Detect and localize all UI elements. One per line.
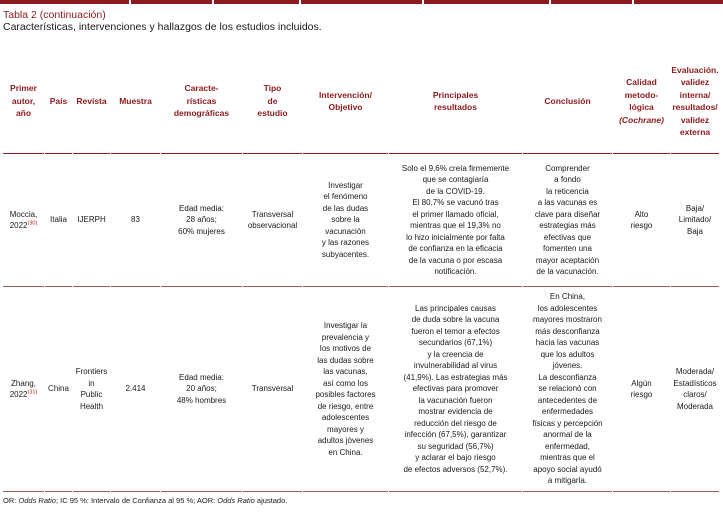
citation-reference: (30) (27, 220, 38, 227)
author-name: Zhang, 2022 (9, 378, 36, 400)
col-header-quality-wrap: Calidad metodo- lógica (Cochrane) (619, 76, 664, 126)
footnote-text: OR: (3, 496, 19, 505)
cell-demographics: Edad media: 28 años; 60% mujeres (161, 154, 242, 287)
cell-author: Zhang, 2022(31) (3, 287, 44, 492)
col-header-journal: Revista (73, 49, 110, 154)
table-top-rule (0, 0, 723, 4)
footnote-text: ; IC 95 %: Intervalo de Confianza al 95 … (55, 496, 218, 505)
cell-quality: Alto riesgo (613, 154, 670, 287)
col-header-quality-label: Calidad metodo- lógica (624, 77, 659, 112)
cell-results: Solo el 9,6% creía firmemente que se con… (389, 154, 522, 287)
cell-conclusion: Comprender a fondo la reticencia a las v… (523, 154, 612, 287)
table-header-row: Primer autor, año País Revista Muestra C… (3, 49, 720, 154)
cell-journal: Frontiers in Public Health (73, 287, 110, 492)
col-header-results: Principales resultados (389, 49, 522, 154)
footnote-text: ajustado. (254, 496, 288, 505)
col-header-study-type: Tipo de estudio (243, 49, 302, 154)
cell-journal: IJERPH (73, 154, 110, 287)
col-header-quality-cochrane-label: (Cochrane) (619, 114, 664, 125)
col-header-journal-label: Revista (76, 95, 107, 106)
cell-results: Las principales causas de duda sobre la … (389, 287, 522, 492)
col-header-demographics-label: Caracte- rísticas demográficas (173, 83, 230, 119)
cell-demographics: Edad media: 20 años; 48% hombres (161, 287, 242, 492)
cell-study-type: Transversal observacional (243, 154, 302, 287)
author-name: Moccia, 2022 (9, 209, 38, 231)
col-header-country: País (45, 49, 72, 154)
study-row-moccia: Moccia, 2022(30) Italia IJERPH 83 Edad m… (3, 154, 720, 287)
col-header-conclusion: Conclusión (523, 49, 612, 154)
col-header-country-label: País (49, 95, 68, 106)
col-header-author: Primer autor, año (3, 49, 44, 154)
abbreviations-footnote: OR: Odds Ratio; IC 95 %: Intervalo de Co… (3, 496, 720, 506)
footnote-odds-ratio: Odds Ratio (217, 496, 255, 505)
table-subtitle: Características, intervenciones y hallaz… (3, 21, 322, 33)
cell-author: Moccia, 2022(30) (3, 154, 44, 287)
col-header-demographics: Caracte- rísticas demográficas (161, 49, 242, 154)
col-header-sample-label: Muestra (119, 95, 152, 106)
cell-quality: Algún riesgo (613, 287, 670, 492)
cell-sample: 2.414 (111, 287, 160, 492)
col-header-intervention: Intervención/ Objetivo (303, 49, 388, 154)
cell-conclusion: En China, los adolescentes mayores mostr… (523, 287, 612, 492)
cell-country: Italia (45, 154, 72, 287)
results-table: Primer autor, año País Revista Muestra C… (3, 49, 720, 492)
study-row-zhang: Zhang, 2022(31) China Frontiers in Publi… (3, 287, 720, 492)
col-header-sample: Muestra (111, 49, 160, 154)
author-wrap: Moccia, 2022(30) (10, 209, 38, 232)
col-header-study-type-label: Tipo de estudio (257, 83, 288, 119)
col-header-conclusion-label: Conclusión (544, 95, 591, 106)
cell-evaluation: Moderada/ Estadísticos claros/ Moderada (671, 287, 719, 492)
col-header-evaluation: Evaluación. validez interna/ resultados/… (671, 49, 719, 154)
col-header-author-label: Primer autor, año (10, 83, 37, 119)
col-header-intervention-label: Intervención/ Objetivo (319, 89, 372, 113)
footnote-odds-ratio: Odds Ratio (18, 496, 56, 505)
table-title: Tabla 2 (continuación) (3, 9, 106, 21)
cell-study-type: Transversal (243, 287, 302, 492)
cell-intervention: Investigar el fenómeno de las dudas sobr… (303, 154, 388, 287)
col-header-quality: Calidad metodo- lógica (Cochrane) (613, 49, 670, 154)
cell-evaluation: Baja/ Limitado/ Baja (671, 154, 719, 287)
cell-country: China (45, 287, 72, 492)
citation-reference: (31) (27, 389, 38, 396)
col-header-results-label: Principales resultados (432, 89, 479, 113)
author-wrap: Zhang, 2022(31) (10, 378, 38, 401)
cell-intervention: Investigar la prevalencia y los motivos … (303, 287, 388, 492)
cell-sample: 83 (111, 154, 160, 287)
col-header-evaluation-label: Evaluación. validez interna/ resultados/… (671, 64, 719, 138)
